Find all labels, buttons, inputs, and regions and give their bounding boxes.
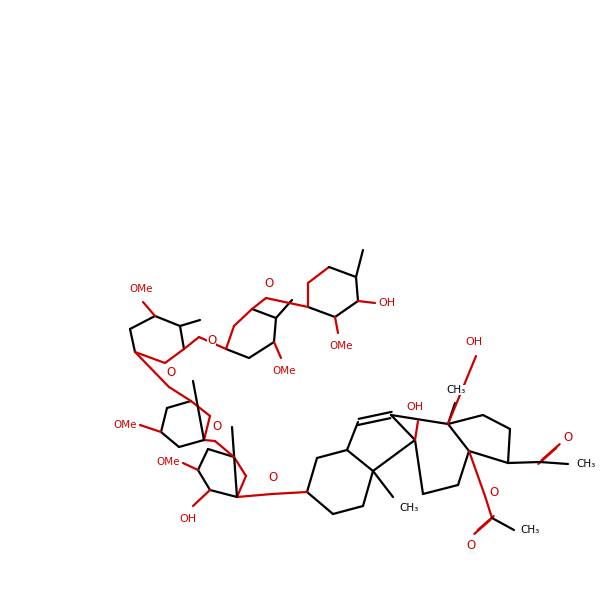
Text: O: O bbox=[265, 277, 274, 290]
Text: OH: OH bbox=[378, 298, 395, 308]
Text: OH: OH bbox=[179, 514, 197, 524]
Text: O: O bbox=[466, 539, 476, 552]
Text: O: O bbox=[563, 431, 572, 444]
Text: O: O bbox=[489, 487, 498, 499]
Text: OMe: OMe bbox=[129, 284, 153, 294]
Text: CH₃: CH₃ bbox=[576, 459, 595, 469]
Text: O: O bbox=[212, 420, 221, 433]
Text: OMe: OMe bbox=[272, 366, 296, 376]
Text: OH: OH bbox=[466, 337, 482, 347]
Text: CH₃: CH₃ bbox=[399, 503, 418, 513]
Text: O: O bbox=[166, 366, 176, 379]
Text: CH₃: CH₃ bbox=[446, 385, 466, 395]
Text: OMe: OMe bbox=[157, 457, 180, 467]
Text: CH₃: CH₃ bbox=[520, 525, 539, 535]
Text: OMe: OMe bbox=[113, 420, 137, 430]
Text: O: O bbox=[207, 334, 216, 346]
Text: OMe: OMe bbox=[329, 341, 353, 351]
Text: O: O bbox=[268, 471, 278, 484]
Text: OH: OH bbox=[406, 402, 424, 412]
